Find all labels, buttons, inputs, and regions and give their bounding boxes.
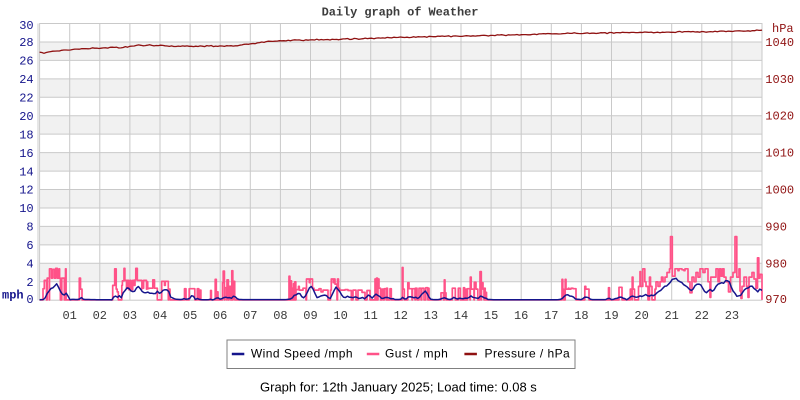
svg-text:1030: 1030 <box>765 73 794 87</box>
svg-text:2: 2 <box>26 276 33 290</box>
svg-text:08: 08 <box>273 309 287 323</box>
svg-text:970: 970 <box>765 293 787 307</box>
svg-text:01: 01 <box>62 309 76 323</box>
svg-text:16: 16 <box>514 309 528 323</box>
svg-text:Graph for: 12th January 2025;: Graph for: 12th January 2025; Load time:… <box>260 379 537 394</box>
svg-text:990: 990 <box>765 220 787 234</box>
svg-text:0: 0 <box>26 293 33 307</box>
svg-text:28: 28 <box>19 36 33 50</box>
svg-text:18: 18 <box>19 128 33 142</box>
svg-text:20: 20 <box>634 309 648 323</box>
svg-text:Wind Speed /mph: Wind Speed /mph <box>251 347 353 361</box>
svg-text:17: 17 <box>544 309 558 323</box>
svg-text:16: 16 <box>19 147 33 161</box>
svg-text:06: 06 <box>213 309 227 323</box>
svg-text:980: 980 <box>765 257 787 271</box>
svg-text:05: 05 <box>183 309 197 323</box>
svg-text:26: 26 <box>19 55 33 69</box>
svg-text:23: 23 <box>725 309 739 323</box>
svg-text:10: 10 <box>333 309 347 323</box>
svg-text:10: 10 <box>19 202 33 216</box>
svg-text:14: 14 <box>19 165 33 179</box>
svg-text:12: 12 <box>394 309 408 323</box>
svg-text:20: 20 <box>19 110 33 124</box>
svg-text:hPa: hPa <box>772 22 794 36</box>
svg-text:1040: 1040 <box>765 36 794 50</box>
svg-text:6: 6 <box>26 239 33 253</box>
svg-text:24: 24 <box>19 73 33 87</box>
svg-text:4: 4 <box>26 258 33 272</box>
svg-text:12: 12 <box>19 184 33 198</box>
svg-text:mph: mph <box>2 289 24 303</box>
svg-text:03: 03 <box>123 309 137 323</box>
svg-text:04: 04 <box>153 309 167 323</box>
svg-text:02: 02 <box>93 309 107 323</box>
svg-text:Daily graph of Weather: Daily graph of Weather <box>322 6 479 20</box>
svg-text:1000: 1000 <box>765 184 794 198</box>
svg-text:Pressure / hPa: Pressure / hPa <box>485 347 571 361</box>
svg-text:07: 07 <box>243 309 257 323</box>
svg-text:Gust / mph: Gust / mph <box>385 347 448 361</box>
svg-text:14: 14 <box>454 309 468 323</box>
svg-text:11: 11 <box>363 309 377 323</box>
svg-text:19: 19 <box>604 309 618 323</box>
svg-text:21: 21 <box>664 309 678 323</box>
svg-text:30: 30 <box>19 19 33 33</box>
svg-text:13: 13 <box>424 309 438 323</box>
svg-text:22: 22 <box>695 309 709 323</box>
svg-text:18: 18 <box>574 309 588 323</box>
svg-text:09: 09 <box>303 309 317 323</box>
svg-text:22: 22 <box>19 91 33 105</box>
svg-text:1020: 1020 <box>765 110 794 124</box>
svg-text:8: 8 <box>26 221 33 235</box>
svg-text:15: 15 <box>484 309 498 323</box>
svg-text:1010: 1010 <box>765 147 794 161</box>
